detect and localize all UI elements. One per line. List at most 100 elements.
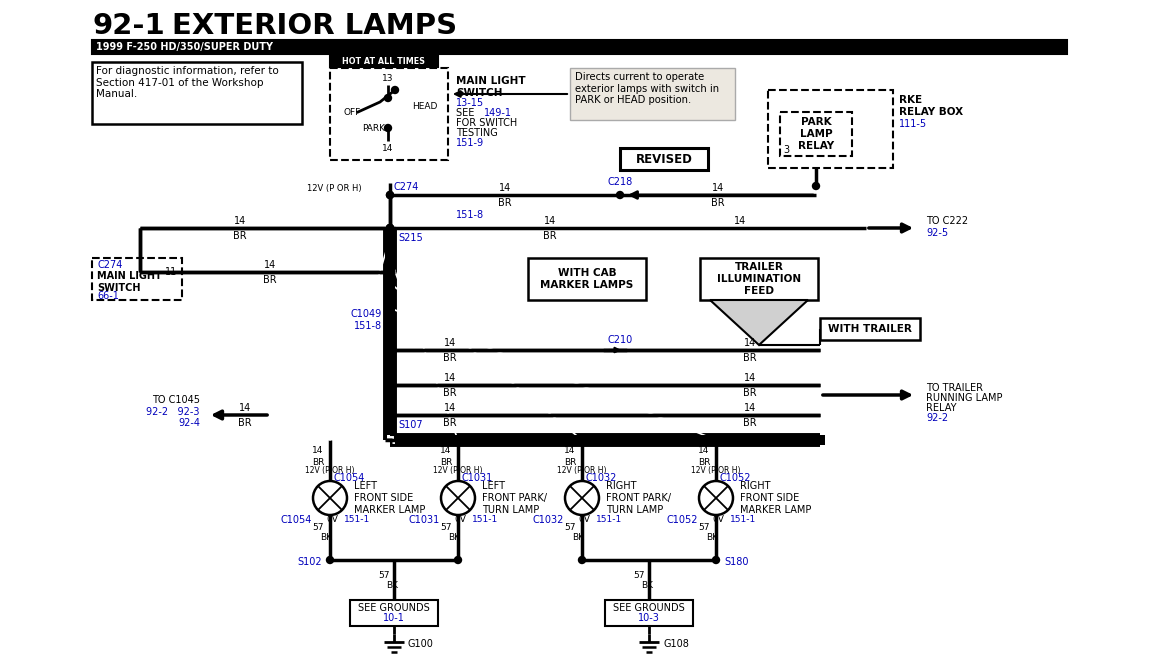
Text: RIGHT
FRONT SIDE
MARKER LAMP: RIGHT FRONT SIDE MARKER LAMP [740,482,811,514]
Text: BK: BK [448,533,460,541]
Text: BR: BR [543,231,557,241]
Text: SEE GROUNDS: SEE GROUNDS [358,603,430,613]
Text: 66-1: 66-1 [97,291,119,301]
Bar [350,600,438,626]
Circle shape [387,411,394,419]
Text: BK: BK [320,533,331,541]
Text: BR: BR [238,418,252,428]
Text: 14: 14 [499,183,512,193]
Polygon shape [385,228,825,445]
Polygon shape [385,228,825,445]
Bar [620,148,708,170]
Circle shape [617,191,624,199]
Circle shape [387,268,394,276]
Text: BR: BR [743,418,757,428]
Text: 92-5: 92-5 [926,228,948,238]
Text: BR: BR [743,353,757,363]
Text: SEE: SEE [456,108,480,118]
Text: Directs current to operate
exterior lamps with switch in
PARK or HEAD position.: Directs current to operate exterior lamp… [575,72,720,105]
Text: 151-8: 151-8 [353,321,382,331]
Bar [605,600,693,626]
Text: 13: 13 [382,74,394,82]
Text: BK: BK [386,581,398,591]
Text: 14: 14 [444,373,456,383]
Text: 111-5: 111-5 [899,119,927,129]
Text: TO C1045: TO C1045 [152,395,200,405]
Circle shape [455,557,462,563]
Text: 14: 14 [239,403,251,413]
Text: 151-8: 151-8 [456,210,484,220]
Text: 12V (P OR H): 12V (P OR H) [691,466,740,474]
Text: C274: C274 [394,182,419,192]
Text: WITH CAB
MARKER LAMPS: WITH CAB MARKER LAMPS [541,268,634,290]
Text: 92-1: 92-1 [92,12,165,40]
Text: C1049: C1049 [351,309,382,319]
Text: BR: BR [498,198,512,208]
Text: 151-1: 151-1 [596,516,623,524]
Circle shape [387,191,394,199]
Text: 14: 14 [440,446,452,454]
Circle shape [713,557,720,563]
Text: HOT AT ALL TIMES: HOT AT ALL TIMES [343,56,425,66]
Circle shape [385,94,392,102]
Text: BR: BR [698,458,710,466]
Text: 151-9: 151-9 [456,138,484,148]
Circle shape [387,268,394,276]
Text: 12V (P OR H): 12V (P OR H) [433,466,483,474]
Text: BR: BR [711,198,725,208]
Circle shape [387,191,394,199]
Text: 0V: 0V [711,516,724,524]
Text: 14: 14 [744,403,757,413]
Text: 11: 11 [165,267,177,277]
Text: RELAY: RELAY [926,403,956,413]
Text: C1052: C1052 [666,515,698,525]
Circle shape [387,316,394,324]
Text: 10-1: 10-1 [383,613,405,623]
Text: 14: 14 [312,446,323,454]
Text: 92-2: 92-2 [926,413,948,423]
Text: RKE: RKE [899,95,922,105]
Circle shape [327,557,334,563]
Bar [780,112,852,156]
Text: 12V (P OR H): 12V (P OR H) [307,184,362,193]
Circle shape [387,268,394,276]
Text: RELAY BOX: RELAY BOX [899,107,963,117]
Text: 12V (P OR H): 12V (P OR H) [557,466,606,474]
Text: C1031: C1031 [409,515,440,525]
Text: For diagnostic information, refer to
Section 417-01 of the Workshop
Manual.: For diagnostic information, refer to Sec… [96,66,278,99]
Text: 3: 3 [783,145,789,155]
Bar [330,68,448,160]
Circle shape [387,316,394,324]
Circle shape [387,316,394,324]
Text: S215: S215 [398,233,423,243]
Circle shape [392,86,398,94]
Text: 14: 14 [699,446,709,454]
Text: TESTING: TESTING [456,128,498,138]
Text: BR: BR [312,458,325,466]
Text: HEAD: HEAD [412,102,438,110]
Circle shape [387,225,394,231]
Circle shape [387,381,394,389]
Bar [92,258,182,300]
Text: 149-1: 149-1 [484,108,512,118]
Text: C1052: C1052 [720,473,752,483]
Text: G100: G100 [408,639,434,649]
Bar [768,90,893,168]
Text: 14: 14 [382,143,394,153]
Text: 57: 57 [633,571,644,579]
Text: S180: S180 [724,557,748,567]
Bar [571,68,735,120]
Text: BR: BR [444,353,457,363]
Text: 14: 14 [233,216,246,226]
Text: C274: C274 [97,260,122,270]
Text: 10-3: 10-3 [638,613,660,623]
Text: BR: BR [444,418,457,428]
Text: MAIN LIGHT
SWITCH: MAIN LIGHT SWITCH [456,76,526,98]
Bar [92,40,1067,54]
Text: 57: 57 [312,522,323,531]
Text: FOR SWITCH: FOR SWITCH [456,118,517,128]
Text: 151-1: 151-1 [730,516,757,524]
Text: 14: 14 [263,260,276,270]
Circle shape [385,124,392,132]
Text: 92-4: 92-4 [178,418,200,428]
